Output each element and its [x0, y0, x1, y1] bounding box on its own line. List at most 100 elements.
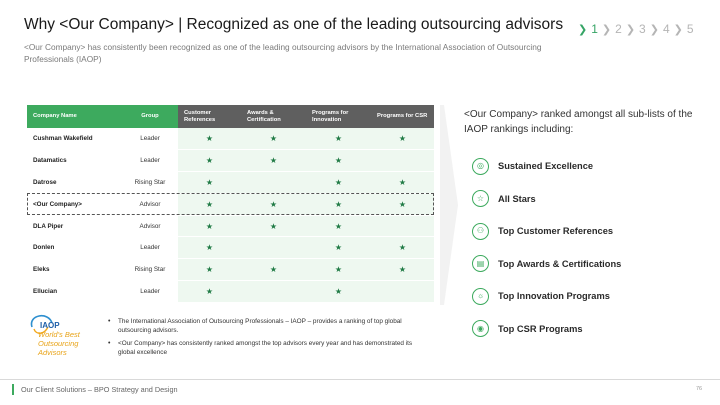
certificate-icon: ▤	[472, 255, 489, 273]
chevron-right-icon: ❯	[625, 23, 636, 36]
note-item: <Our Company> has consistently ranked am…	[108, 340, 418, 357]
table-row-highlighted: <Our Company> Advisor ★ ★ ★ ★	[27, 193, 434, 216]
list-item: ▤ Top Awards & Certifications	[472, 248, 621, 281]
list-item-label: Top CSR Programs	[498, 323, 583, 334]
company-group: Leader	[122, 149, 178, 173]
rankings-heading: <Our Company> ranked amongst all sub-lis…	[464, 109, 693, 135]
svg-text:Advisors: Advisors	[37, 348, 67, 357]
table-row: Datamatics Leader ★ ★ ★	[27, 149, 434, 173]
table-row: Datrose Rising Star ★ ★ ★	[27, 171, 434, 194]
col-customer-references: Customer References	[178, 105, 241, 128]
company-name: Donlen	[27, 236, 122, 260]
star-icon: ★	[178, 171, 241, 194]
star-icon	[241, 280, 306, 303]
step-4[interactable]: 4	[662, 22, 670, 36]
company-group: Rising Star	[122, 258, 178, 282]
footer-text: Our Client Solutions – BPO Strategy and …	[21, 385, 178, 394]
company-name: DLA Piper	[27, 215, 122, 238]
step-5[interactable]: 5	[686, 22, 694, 36]
table-header-row: Company Name Group Customer References A…	[27, 105, 434, 128]
list-item: ☆ All Stars	[472, 183, 621, 216]
star-icon: ★	[178, 128, 241, 151]
chevron-right-icon: ❯	[578, 23, 588, 36]
list-item: ⚇ Top Customer References	[472, 215, 621, 248]
step-3[interactable]: 3	[639, 22, 646, 36]
lightbulb-icon: ☼	[472, 287, 489, 305]
list-item: ◎ Sustained Excellence	[472, 150, 621, 183]
note-item: The International Association of Outsour…	[108, 318, 418, 335]
company-group: Advisor	[122, 215, 178, 238]
list-item: ◉ Top CSR Programs	[472, 313, 621, 346]
star-icon	[371, 215, 434, 238]
page-title: Why <Our Company> | Recognized as one of…	[24, 16, 564, 33]
star-icon: ★	[241, 128, 306, 151]
footer-divider	[0, 379, 720, 380]
page-number: 76	[696, 386, 703, 392]
star-icon: ★	[306, 258, 371, 282]
star-icon: ★	[178, 236, 241, 260]
star-icon: ★	[306, 193, 371, 216]
star-icon	[241, 171, 306, 194]
star-icon: ★	[306, 149, 371, 173]
star-icon: ★	[241, 149, 306, 173]
star-icon: ★	[241, 258, 306, 282]
svg-text:World's Best: World's Best	[38, 330, 81, 339]
star-icon: ★	[241, 193, 306, 216]
company-name: Datrose	[27, 171, 122, 194]
company-name: <Our Company>	[27, 193, 122, 216]
notes-list: The International Association of Outsour…	[108, 318, 418, 362]
table-row: Donlen Leader ★ ★ ★	[27, 236, 434, 260]
chevron-right-icon: ❯	[673, 23, 683, 36]
company-name: Ellucian	[27, 280, 122, 303]
star-icon: ☆	[472, 190, 489, 208]
col-company-name: Company Name	[27, 105, 122, 128]
table-row: DLA Piper Advisor ★ ★ ★	[27, 215, 434, 238]
step-1[interactable]: 1	[591, 22, 598, 36]
col-group: Group	[122, 105, 178, 128]
star-icon	[371, 280, 434, 303]
company-group: Leader	[122, 236, 178, 260]
star-icon: ★	[306, 236, 371, 260]
star-icon: ★	[371, 258, 434, 282]
star-icon: ★	[371, 236, 434, 260]
table-row: Cushman Wakefield Leader ★ ★ ★ ★	[27, 128, 434, 151]
company-group: Leader	[122, 280, 178, 303]
footer-accent	[12, 384, 14, 395]
star-icon: ★	[178, 215, 241, 238]
chevron-right-icon: ❯	[601, 23, 612, 36]
iaop-logo: IAOP World's Best Outsourcing Advisors	[30, 315, 81, 357]
list-item-label: Top Awards & Certifications	[498, 258, 622, 269]
star-icon	[241, 236, 306, 260]
star-icon	[371, 149, 434, 173]
svg-text:Outsourcing: Outsourcing	[38, 339, 79, 348]
col-programs-innovation: Programs for Innovation	[306, 105, 371, 128]
star-icon: ★	[371, 193, 434, 216]
list-item-label: Top Innovation Programs	[498, 291, 610, 302]
svg-text:IAOP: IAOP	[40, 321, 60, 330]
company-group: Rising Star	[122, 171, 178, 194]
star-icon: ★	[178, 280, 241, 303]
chevron-arrow-icon	[440, 105, 458, 305]
rankings-table: Company Name Group Customer References A…	[27, 105, 434, 303]
star-icon: ★	[371, 171, 434, 194]
list-item-label: Sustained Excellence	[498, 161, 594, 172]
section-stepper: ❯ 1 ❯ 2 ❯ 3 ❯ 4 ❯ 5	[578, 22, 694, 36]
table-row: Eleks Rising Star ★ ★ ★ ★	[27, 258, 434, 282]
medal-icon: ◎	[472, 157, 489, 175]
company-name: Cushman Wakefield	[27, 128, 122, 151]
company-group: Leader	[122, 128, 178, 151]
star-icon: ★	[241, 215, 306, 238]
table-row: Ellucian Leader ★ ★	[27, 280, 434, 303]
page-subtitle: <Our Company> has consistently been reco…	[24, 42, 542, 64]
chevron-right-icon: ❯	[649, 23, 659, 36]
star-icon: ★	[178, 258, 241, 282]
col-awards-certification: Awards & Certification	[241, 105, 306, 128]
step-2[interactable]: 2	[615, 22, 622, 36]
list-item: ☼ Top Innovation Programs	[472, 280, 621, 313]
star-icon: ★	[371, 128, 434, 151]
star-icon: ★	[178, 149, 241, 173]
company-name: Datamatics	[27, 149, 122, 173]
list-item-label: Top Customer References	[498, 226, 614, 237]
eye-icon: ◉	[472, 320, 489, 338]
star-icon: ★	[306, 215, 371, 238]
